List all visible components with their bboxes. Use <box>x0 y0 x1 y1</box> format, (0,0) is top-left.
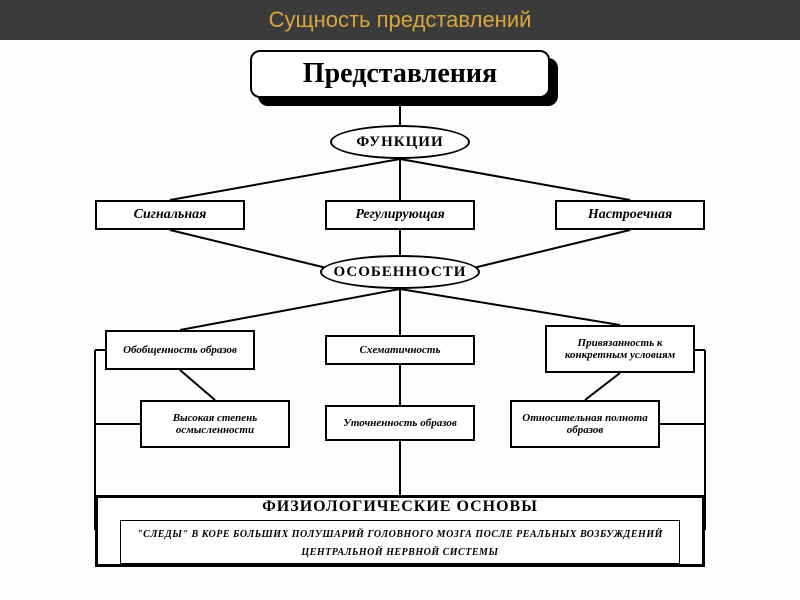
feat-meaningfulness-text: Высокая степень осмысленности <box>148 412 282 436</box>
feat-schematic-text: Схематичность <box>359 344 440 356</box>
feat-refinement-box: Уточненность образов <box>325 405 475 441</box>
func-signal-box: Сигнальная <box>95 200 245 230</box>
feat-attachment-text: Привязанность к конкретным условиям <box>553 337 687 361</box>
diagram-canvas: Представления ФУНКЦИИ Сигнальная Регулир… <box>0 40 800 600</box>
main-title-box: Представления <box>250 50 550 98</box>
functions-label: ФУНКЦИИ <box>356 134 443 151</box>
feat-meaningfulness-box: Высокая степень осмысленности <box>140 400 290 448</box>
header-bar: Сущность представлений <box>0 0 800 40</box>
feat-schematic-box: Схематичность <box>325 335 475 365</box>
features-label: ОСОБЕННОСТИ <box>334 264 467 281</box>
functions-oval: ФУНКЦИИ <box>330 125 470 159</box>
main-title-text: Представления <box>303 58 497 90</box>
feat-refinement-text: Уточненность образов <box>343 417 457 429</box>
features-oval: ОСОБЕННОСТИ <box>320 255 480 289</box>
feat-completeness-text: Относительная полнота образов <box>518 412 652 436</box>
basis-title-text: ФИЗИОЛОГИЧЕСКИЕ ОСНОВЫ <box>262 498 538 516</box>
feat-generalization-box: Обобщенность образов <box>105 330 255 370</box>
feat-generalization-text: Обобщенность образов <box>123 344 237 356</box>
basis-box: ФИЗИОЛОГИЧЕСКИЕ ОСНОВЫ "СЛЕДЫ" В КОРЕ БО… <box>95 495 705 567</box>
func-regulating-text: Регулирующая <box>355 207 444 223</box>
func-regulating-box: Регулирующая <box>325 200 475 230</box>
feat-completeness-box: Относительная полнота образов <box>510 400 660 448</box>
basis-sub-text: "СЛЕДЫ" В КОРЕ БОЛЬШИХ ПОЛУШАРИЙ ГОЛОВНО… <box>137 529 663 558</box>
func-tuning-box: Настроечная <box>555 200 705 230</box>
feat-attachment-box: Привязанность к конкретным условиям <box>545 325 695 373</box>
header-title: Сущность представлений <box>269 7 532 33</box>
func-signal-text: Сигнальная <box>134 207 207 223</box>
func-tuning-text: Настроечная <box>588 207 672 223</box>
